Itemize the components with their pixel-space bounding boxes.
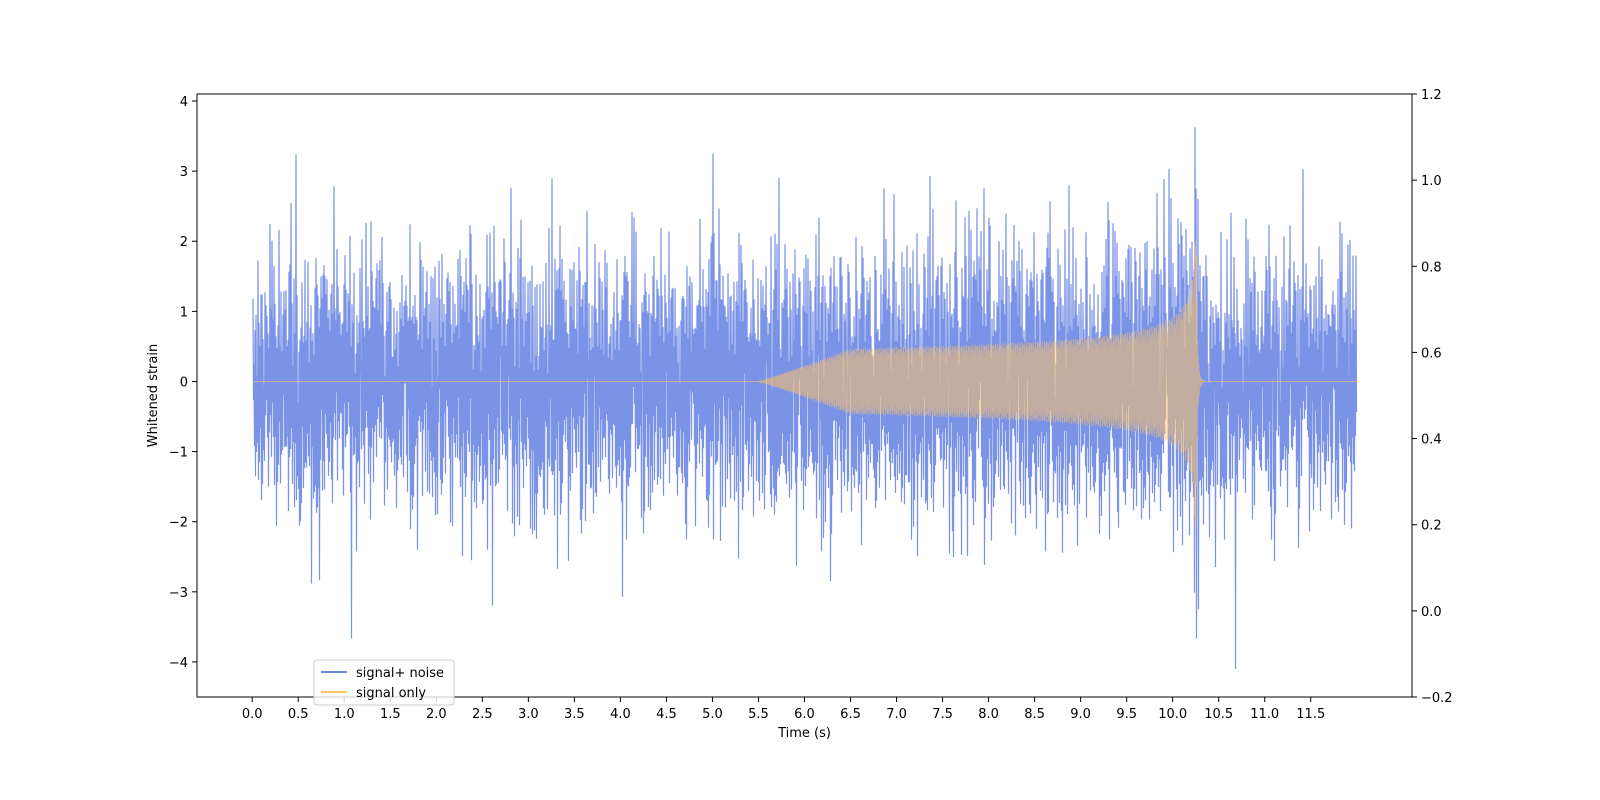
x-tick-label: 2.5 — [472, 707, 493, 722]
x-tick-label: 4.0 — [610, 707, 631, 722]
y-tick-label: 4 — [180, 95, 188, 110]
y-tick-label: 1 — [180, 305, 188, 320]
x-tick-label: 9.5 — [1116, 707, 1137, 722]
x-tick-label: 5.0 — [702, 707, 723, 722]
y-tick-label: 2 — [180, 235, 188, 250]
y2-tick-label: 0.6 — [1421, 346, 1442, 361]
x-tick-label: 9.0 — [1070, 707, 1091, 722]
y-tick-label: 3 — [180, 165, 188, 180]
x-axis-label: Time (s) — [777, 726, 831, 741]
x-tick-label: 8.5 — [1024, 707, 1045, 722]
series-line-signal-only — [252, 239, 1357, 528]
y2-tick-label: 0.2 — [1421, 519, 1442, 534]
legend-box — [313, 659, 455, 706]
y-axis-left: −4 −3 −2 −1 0 1 2 3 4 — [169, 95, 197, 671]
x-tick-label: 8.0 — [978, 707, 999, 722]
x-tick-label: 6.0 — [794, 707, 815, 722]
x-tick-label: 2.0 — [426, 707, 447, 722]
legend-label-signal-only: signal only — [356, 686, 426, 701]
x-tick-label: 11.0 — [1250, 707, 1279, 722]
y2-tick-label: −0.2 — [1421, 691, 1453, 706]
x-tick-label: 5.5 — [748, 707, 769, 722]
y-tick-label: −3 — [169, 586, 188, 601]
x-tick-label: 10.5 — [1204, 707, 1233, 722]
x-tick-label: 1.5 — [380, 707, 401, 722]
plot-area — [252, 127, 1358, 670]
x-tick-label: 11.5 — [1296, 707, 1325, 722]
y-tick-label: 0 — [180, 375, 188, 390]
y-tick-label: −1 — [169, 446, 188, 461]
y-axis-label: Whitened strain — [146, 344, 161, 447]
x-tick-label: 3.0 — [518, 707, 539, 722]
x-tick-label: 6.5 — [840, 707, 861, 722]
legend: signal+ noise signal only — [313, 659, 455, 706]
x-axis: 0.0 0.5 1.0 1.5 2.0 2.5 3.0 3.5 4.0 4.5 5.0 5.5 6.0 6… — [242, 697, 1325, 722]
x-tick-label: 4.5 — [656, 707, 677, 722]
x-tick-label: 7.5 — [932, 707, 953, 722]
series-signal-only — [252, 239, 1357, 528]
y-tick-label: −2 — [169, 516, 188, 531]
y2-tick-label: 1.2 — [1421, 88, 1442, 103]
x-tick-label: 0.5 — [288, 707, 309, 722]
x-tick-label: 0.0 — [242, 707, 263, 722]
y2-tick-label: 0.4 — [1421, 433, 1442, 448]
legend-label-signal-plus-noise: signal+ noise — [356, 666, 444, 681]
x-tick-label: 7.0 — [886, 707, 907, 722]
y2-tick-label: 0.8 — [1421, 260, 1442, 275]
y-tick-label: −4 — [169, 656, 188, 671]
y2-tick-label: 1.0 — [1421, 174, 1442, 189]
x-tick-label: 1.0 — [334, 707, 355, 722]
x-tick-label: 3.5 — [564, 707, 585, 722]
y2-tick-label: 0.0 — [1421, 605, 1442, 620]
y-axis-right: −0.2 0.0 0.2 0.4 0.6 0.8 1.0 1.2 — [1412, 88, 1453, 706]
x-tick-label: 10.0 — [1158, 707, 1187, 722]
